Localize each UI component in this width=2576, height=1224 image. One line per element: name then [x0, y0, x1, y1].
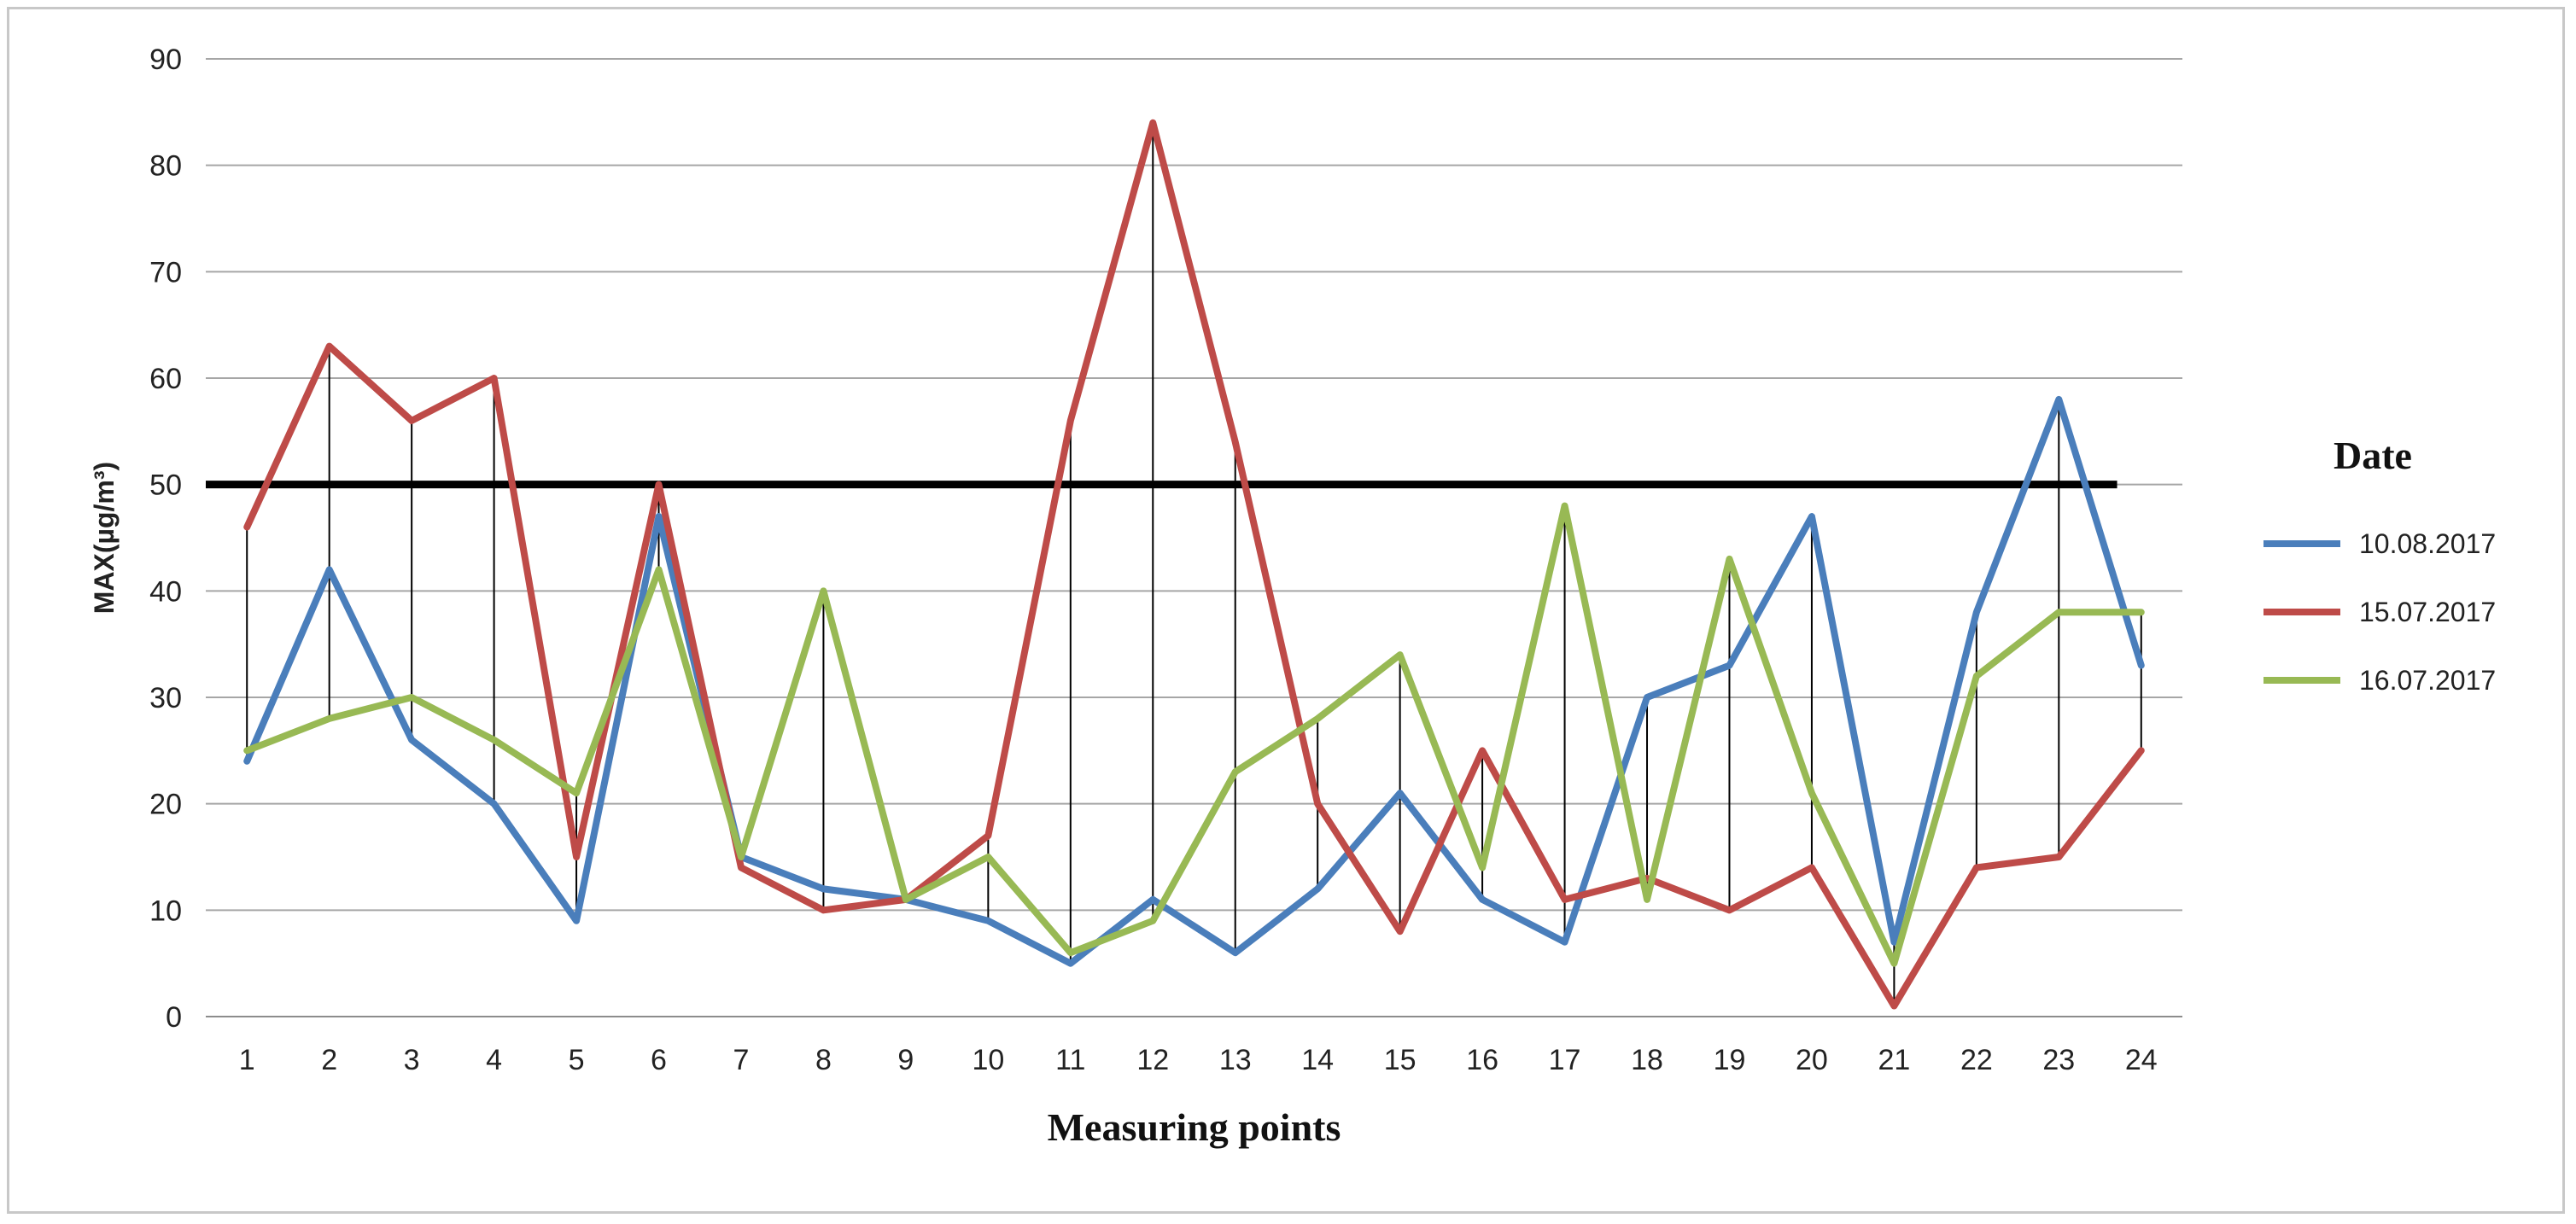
x-tick-label: 20 — [1796, 1044, 1828, 1076]
x-tick-label: 10 — [972, 1044, 1004, 1076]
y-axis-label: MAX(µg/m³) — [89, 462, 120, 614]
series-line-3 — [243, 502, 2145, 967]
y-tick-label: 20 — [149, 789, 182, 821]
x-tick-label: 8 — [815, 1044, 832, 1076]
x-tick-label: 14 — [1301, 1044, 1334, 1076]
x-tick-label: 18 — [1631, 1044, 1663, 1076]
y-tick-label: 40 — [149, 575, 182, 608]
y-tick-label: 90 — [149, 44, 182, 76]
x-tick-label: 15 — [1384, 1044, 1417, 1076]
legend: Date 10.08.2017 15.07.2017 16.07.2017 — [2263, 434, 2496, 696]
x-axis-ticks: 1 2 3 4 5 6 7 8 9 10 11 12 13 14 15 16 17 18 19 20 21 22 23 24 — [239, 1044, 2158, 1076]
series-line-2 — [243, 119, 2145, 1010]
x-tick-label: 7 — [733, 1044, 750, 1076]
drop-lines — [246, 122, 2142, 1006]
x-tick-label: 1 — [239, 1044, 255, 1076]
y-tick-label: 0 — [166, 1001, 182, 1034]
x-tick-label: 4 — [486, 1044, 502, 1076]
y-tick-label: 80 — [149, 150, 182, 183]
x-tick-label: 17 — [1549, 1044, 1581, 1076]
x-tick-label: 9 — [897, 1044, 914, 1076]
x-tick-label: 2 — [321, 1044, 337, 1076]
x-tick-label: 11 — [1055, 1044, 1085, 1076]
y-tick-label: 60 — [149, 363, 182, 395]
y-axis-ticks: 0 10 20 30 40 50 60 70 80 90 — [149, 44, 182, 1034]
x-tick-label: 5 — [569, 1044, 585, 1076]
x-tick-label: 21 — [1878, 1044, 1910, 1076]
gridlines — [206, 58, 2182, 1017]
x-axis-label: Measuring points — [1048, 1105, 1341, 1149]
series-line-1 — [243, 395, 2145, 967]
legend-label-1: 10.08.2017 — [2359, 528, 2496, 559]
x-tick-label: 16 — [1466, 1044, 1498, 1076]
legend-label-3: 16.07.2017 — [2359, 665, 2496, 696]
x-tick-label: 24 — [2125, 1044, 2158, 1076]
y-tick-label: 50 — [149, 469, 182, 502]
x-tick-label: 23 — [2042, 1044, 2075, 1076]
x-tick-label: 3 — [404, 1044, 420, 1076]
x-tick-label: 12 — [1136, 1044, 1169, 1076]
y-tick-label: 30 — [149, 682, 182, 714]
y-tick-label: 10 — [149, 895, 182, 927]
x-tick-label: 13 — [1219, 1044, 1252, 1076]
legend-label-2: 15.07.2017 — [2359, 597, 2496, 627]
x-tick-label: 19 — [1714, 1044, 1746, 1076]
x-tick-label: 22 — [1960, 1044, 1993, 1076]
y-tick-label: 70 — [149, 256, 182, 289]
legend-title: Date — [2334, 434, 2412, 477]
series-lines — [243, 119, 2145, 1010]
x-tick-label: 6 — [651, 1044, 667, 1076]
chart-frame: 0 10 20 30 40 50 60 70 80 90 1 2 3 4 5 6 7 8 9 10 11 12 13 14 1… — [7, 7, 2565, 1214]
